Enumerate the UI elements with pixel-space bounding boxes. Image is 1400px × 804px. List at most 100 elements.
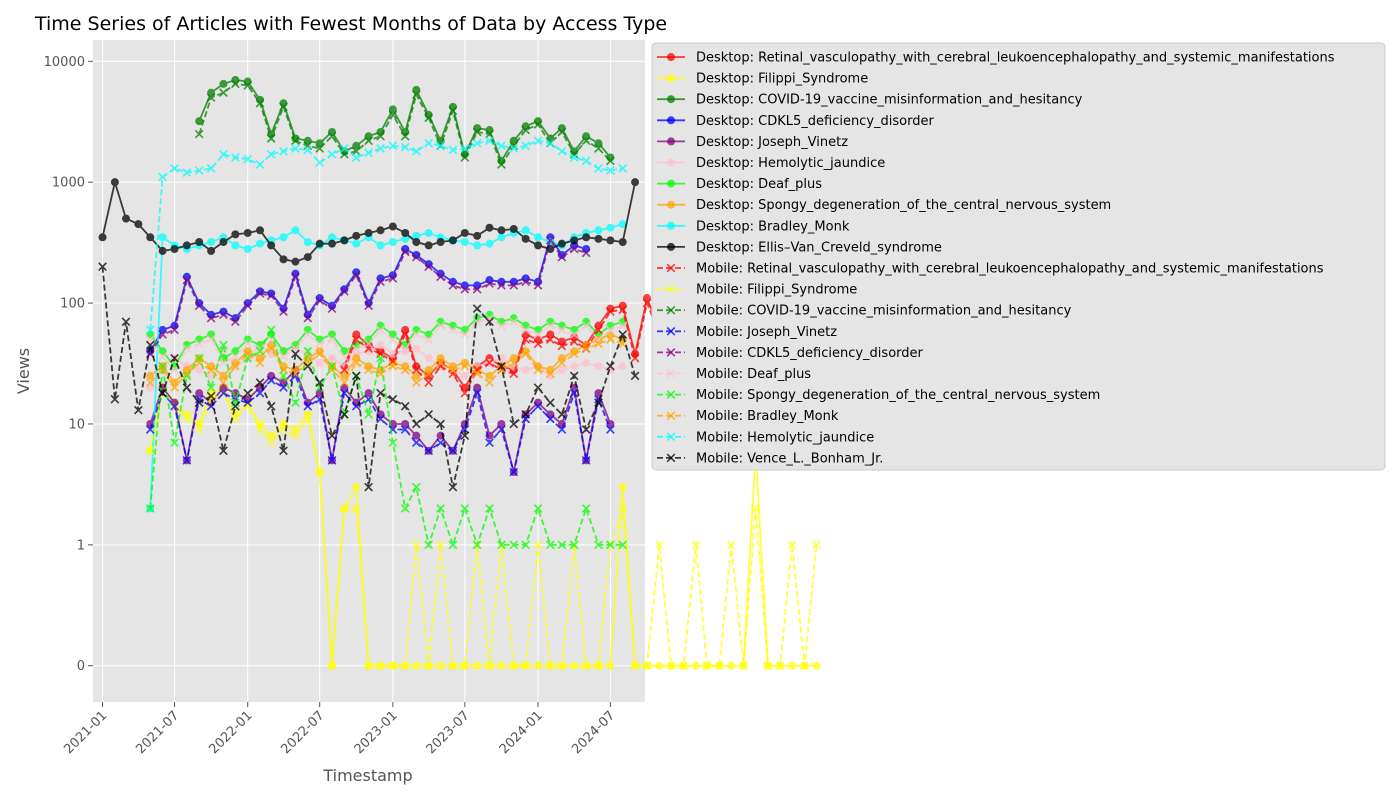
data-point-x-marker bbox=[485, 504, 494, 513]
data-point-circle-marker bbox=[328, 354, 337, 363]
series-mobile-17 bbox=[145, 335, 628, 392]
data-point-x-marker bbox=[557, 127, 567, 137]
data-point-x-marker bbox=[545, 540, 555, 550]
data-point-x-marker bbox=[327, 131, 337, 141]
data-point-circle-marker bbox=[485, 239, 494, 248]
data-point-x-marker bbox=[145, 446, 155, 456]
data-point-x-marker bbox=[448, 540, 458, 550]
data-point-x-marker bbox=[557, 325, 567, 335]
data-point-x-marker bbox=[98, 262, 107, 272]
data-point-x-marker bbox=[557, 425, 567, 434]
data-point-x-marker bbox=[351, 504, 361, 513]
data-point-x-marker bbox=[400, 661, 410, 671]
legend-marker-sample bbox=[666, 390, 676, 399]
data-point-x-marker bbox=[376, 353, 385, 363]
data-point-x-marker bbox=[569, 153, 579, 162]
data-point-x-marker bbox=[715, 661, 724, 671]
data-point-circle-marker bbox=[667, 221, 675, 230]
legend-label: Mobile: Bradley_Monk bbox=[696, 409, 839, 424]
data-point-circle-marker bbox=[727, 661, 736, 670]
data-point-circle-marker bbox=[557, 365, 566, 374]
data-point-x-marker bbox=[158, 352, 167, 362]
data-point-x-marker bbox=[243, 301, 253, 311]
data-point-x-marker bbox=[569, 244, 579, 254]
data-point-x-marker bbox=[485, 358, 494, 368]
data-point-x-marker bbox=[291, 272, 300, 282]
data-point-x-marker bbox=[388, 661, 398, 671]
data-point-x-marker bbox=[303, 145, 313, 155]
data-point-circle-marker bbox=[570, 362, 579, 371]
data-point-x-marker bbox=[533, 330, 543, 339]
data-point-x-marker bbox=[666, 369, 676, 378]
data-point-circle-marker bbox=[267, 289, 276, 298]
data-point-x-marker bbox=[533, 339, 543, 349]
data-point-x-marker bbox=[509, 661, 519, 671]
data-point-circle-marker bbox=[618, 220, 627, 229]
data-point-x-marker bbox=[291, 136, 300, 146]
data-point-circle-marker bbox=[219, 371, 228, 380]
data-point-x-marker bbox=[255, 160, 265, 169]
data-point-x-marker bbox=[411, 365, 421, 375]
data-point-x-marker bbox=[594, 339, 603, 349]
data-point-x-marker bbox=[231, 361, 240, 371]
data-point-x-marker bbox=[339, 410, 349, 419]
data-point-x-marker bbox=[666, 348, 676, 357]
data-point-x-marker bbox=[351, 270, 361, 280]
data-point-x-marker bbox=[303, 414, 313, 424]
data-point-x-marker bbox=[594, 540, 603, 550]
legend-marker-sample bbox=[666, 305, 676, 315]
legend-entry: Desktop: Filippi_Syndrome bbox=[657, 72, 868, 87]
data-point-circle-marker bbox=[424, 241, 433, 250]
data-point-x-marker bbox=[231, 352, 240, 362]
data-point-circle-marker bbox=[376, 340, 385, 349]
data-point-x-marker bbox=[206, 383, 216, 392]
y-tick-label: 10000 bbox=[44, 55, 85, 70]
data-point-x-marker bbox=[460, 504, 470, 513]
data-point-circle-marker bbox=[412, 431, 421, 440]
data-point-x-marker bbox=[339, 352, 349, 362]
data-point-x-marker bbox=[327, 661, 337, 671]
data-point-x-marker bbox=[472, 540, 482, 550]
data-point-x-marker bbox=[219, 388, 228, 398]
data-point-x-marker bbox=[279, 102, 288, 112]
data-point-x-marker bbox=[533, 540, 543, 550]
data-point-x-marker bbox=[411, 90, 421, 99]
data-point-x-marker bbox=[315, 144, 325, 153]
data-point-x-marker bbox=[243, 154, 253, 164]
legend-marker-sample bbox=[666, 326, 676, 336]
data-point-x-marker bbox=[509, 467, 519, 477]
data-point-x-marker bbox=[642, 298, 652, 308]
data-point-x-marker bbox=[545, 414, 555, 424]
data-point-x-marker bbox=[266, 375, 276, 385]
data-point-x-marker bbox=[206, 313, 216, 323]
data-point-x-marker bbox=[170, 353, 179, 363]
series-mobile-18 bbox=[145, 136, 628, 335]
data-point-x-marker bbox=[533, 504, 543, 513]
data-point-x-marker bbox=[170, 438, 179, 448]
data-point-circle-marker bbox=[231, 347, 240, 356]
data-point-x-marker bbox=[618, 540, 628, 550]
data-point-x-marker bbox=[243, 349, 253, 359]
y-tick-label: 1000 bbox=[52, 176, 85, 191]
data-point-x-marker bbox=[279, 446, 288, 456]
data-point-x-marker bbox=[243, 401, 253, 411]
legend-label: Mobile: Hemolytic_jaundice bbox=[696, 430, 874, 445]
data-point-circle-marker bbox=[521, 365, 530, 374]
data-point-circle-marker bbox=[195, 365, 204, 374]
data-point-x-marker bbox=[448, 661, 458, 671]
data-point-x-marker bbox=[182, 414, 192, 424]
data-point-x-marker bbox=[411, 330, 421, 339]
data-point-circle-marker bbox=[606, 419, 615, 428]
data-point-x-marker bbox=[581, 425, 591, 434]
data-point-x-marker bbox=[206, 335, 216, 344]
data-point-circle-marker bbox=[303, 253, 312, 262]
data-point-x-marker bbox=[424, 410, 434, 419]
data-point-x-marker bbox=[448, 106, 458, 116]
data-point-x-marker bbox=[400, 247, 410, 257]
series-line bbox=[149, 374, 612, 473]
legend-marker-sample bbox=[666, 263, 676, 273]
data-point-x-marker bbox=[219, 310, 228, 320]
x-axis-label: Timestamp bbox=[322, 766, 412, 785]
